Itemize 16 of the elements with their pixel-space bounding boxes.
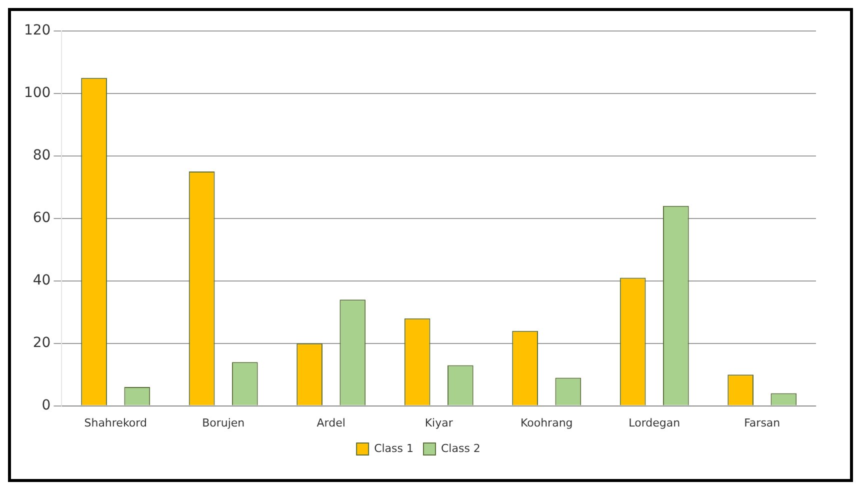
legend-label: Class 2 bbox=[441, 442, 480, 455]
y-tick-label: 60 bbox=[32, 210, 51, 226]
y-tick-label: 120 bbox=[24, 22, 51, 39]
y-tick-label: 40 bbox=[32, 272, 51, 289]
legend-label: Class 1 bbox=[374, 442, 414, 455]
y-tick-label: 100 bbox=[24, 85, 51, 102]
x-tick-label: Ardel bbox=[316, 416, 346, 430]
x-tick-label: Farsan bbox=[744, 416, 780, 430]
x-tick-label: Lordegan bbox=[628, 416, 680, 430]
y-tick-label: 20 bbox=[32, 334, 51, 351]
x-tick-label: Shahrekord bbox=[84, 416, 147, 430]
y-tick-label: 0 bbox=[42, 397, 51, 414]
x-tick-label: Kiyar bbox=[424, 416, 454, 430]
x-tick-label: Borujen bbox=[202, 416, 245, 430]
y-tick-label: 80 bbox=[32, 148, 51, 164]
x-tick-label: Koohrang bbox=[520, 416, 573, 430]
